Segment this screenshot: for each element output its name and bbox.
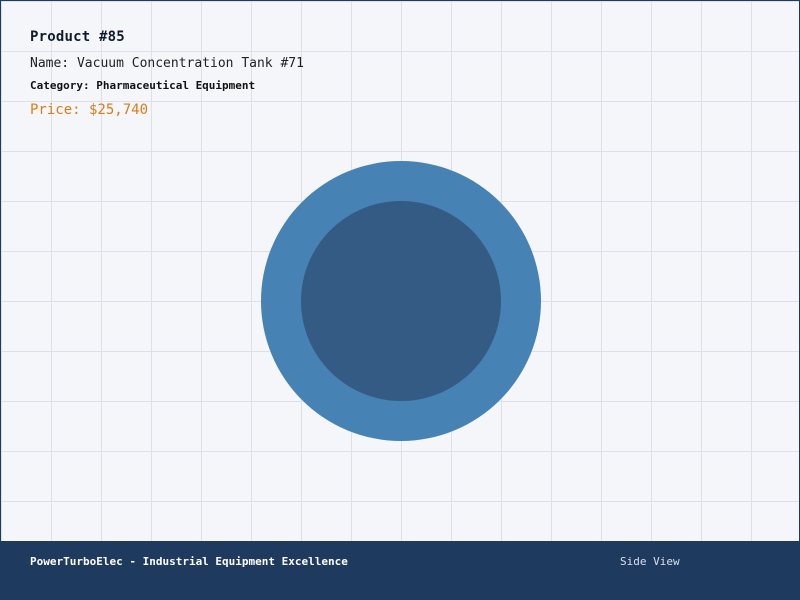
- tank-inner-core: [301, 201, 501, 401]
- product-name: Name: Vacuum Concentration Tank #71: [30, 56, 304, 71]
- product-price: Price: $25,740: [30, 102, 149, 118]
- footer-brand: PowerTurboElec - Industrial Equipment Ex…: [30, 555, 348, 568]
- footer-bar: PowerTurboElec - Industrial Equipment Ex…: [1, 541, 799, 599]
- view-label: Side View: [620, 555, 680, 568]
- product-info: Product #85 Name: Vacuum Concentration T…: [30, 29, 304, 118]
- product-title: Product #85: [30, 29, 125, 45]
- product-category: Category: Pharmaceutical Equipment: [30, 79, 256, 92]
- tank-illustration: [261, 161, 541, 441]
